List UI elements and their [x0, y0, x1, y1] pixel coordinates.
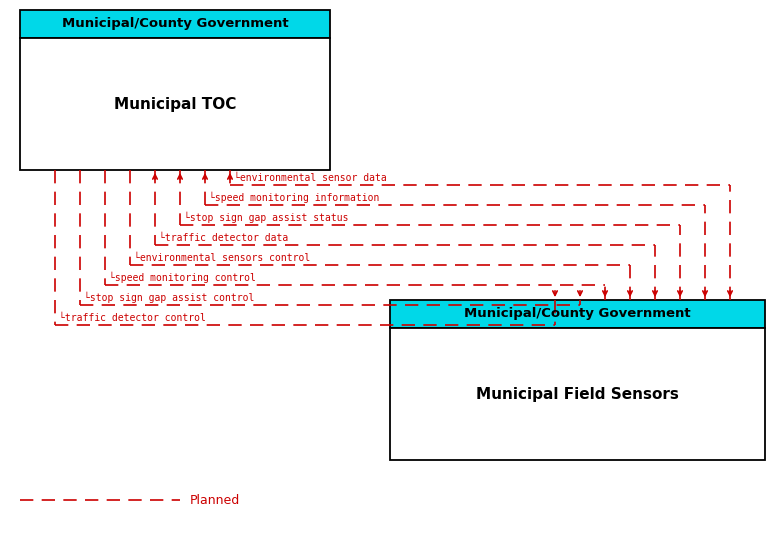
- Text: Municipal Field Sensors: Municipal Field Sensors: [476, 386, 679, 401]
- Text: Municipal TOC: Municipal TOC: [114, 96, 236, 111]
- Text: Municipal/County Government: Municipal/County Government: [62, 17, 289, 30]
- Text: └traffic detector control: └traffic detector control: [59, 313, 206, 323]
- Text: └stop sign gap assist control: └stop sign gap assist control: [84, 292, 254, 303]
- Text: Municipal/County Government: Municipal/County Government: [465, 307, 691, 320]
- Bar: [20, 10, 330, 38]
- Bar: [390, 300, 765, 328]
- Bar: [20, 38, 330, 170]
- Bar: [390, 328, 765, 460]
- Text: └speed monitoring information: └speed monitoring information: [209, 192, 379, 203]
- Text: └environmental sensors control: └environmental sensors control: [134, 253, 310, 263]
- Text: └traffic detector data: └traffic detector data: [159, 233, 289, 243]
- Text: └stop sign gap assist status: └stop sign gap assist status: [184, 212, 349, 223]
- Text: └speed monitoring control: └speed monitoring control: [109, 272, 256, 283]
- Text: └environmental sensor data: └environmental sensor data: [234, 173, 387, 183]
- Text: Planned: Planned: [190, 493, 240, 506]
